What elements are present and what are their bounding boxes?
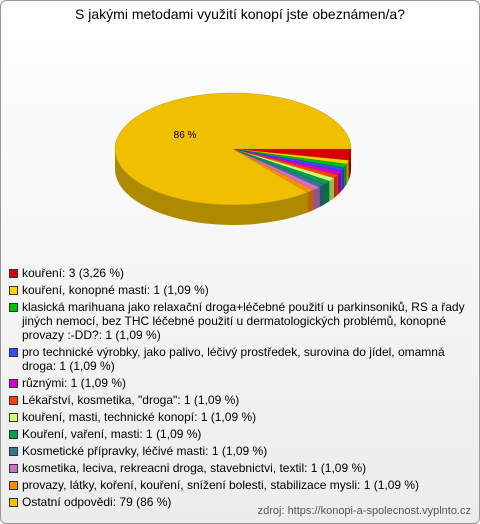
slice-side [344,164,347,188]
chart-title: S jakými metodami využití konopí jste ob… [75,6,405,22]
legend-item: klasická marihuana jako relaxační droga+… [9,300,471,342]
legend-swatch [9,303,18,312]
legend-swatch [9,498,18,507]
legend-item: kouření, konopné masti: 1 (1,09 %) [9,283,471,297]
slice-side [329,178,334,202]
legend-swatch [9,379,18,388]
legend-swatch [9,269,18,278]
legend-label: pro technické výrobky, jako palivo, léči… [22,345,445,373]
legend-label: Kouření, vaření, masti: 1 (1,09 %) [22,427,202,441]
slice-side [307,189,314,213]
legend-swatch [9,348,18,357]
slice-side [341,167,345,192]
slice-side [114,149,308,225]
legend-swatch [9,481,18,490]
legend-label: kosmetika, leciva, rekreacni droga, stav… [22,461,367,475]
legend-label: klasická marihuana jako relaxační droga+… [22,300,465,342]
slice-label: 86 % [174,130,197,141]
legend-item: Kouření, vaření, masti: 1 (1,09 %) [9,427,471,441]
legend-item: kouření: 3 (3,26 %) [9,266,471,280]
legend-item: Ostatní odpovědi: 79 (86 %) [9,495,471,509]
legend-label: provazy, látky, koření, kouření, snížení… [22,478,420,492]
slice-side [333,174,338,199]
legend-label: Ostatní odpovědi: 79 (86 %) [22,495,172,509]
legend-label: Lékařství, kosmetika, "droga": 1 (1,09 %… [22,393,240,407]
slice [114,92,352,206]
legend-swatch [9,464,18,473]
legend-item: různými: 1 (1,09 %) [9,376,471,390]
legend-swatch [9,430,18,439]
pie-area: S jakými metodami využití konopí jste ob… [75,6,405,225]
slice-side [337,171,342,195]
source: zdroj: https://konopi-a-spolecnost.vypln… [257,505,471,517]
legend: kouření: 3 (3,26 %) kouření, konopné mast… [9,266,471,512]
legend-label: různými: 1 (1,09 %) [22,376,127,390]
legend-item: Kosmetické přípravky, léčivé masti: 1 (1… [9,444,471,458]
legend-swatch [9,396,18,405]
legend-label: kouření, masti, technické konopí: 1 (1,0… [22,410,257,424]
legend-swatch [9,286,18,295]
legend-label: kouření, konopné masti: 1 (1,09 %) [22,283,209,297]
slice-side [346,160,349,185]
slice-side [324,181,330,205]
legend-item: kosmetika, leciva, rekreacni droga, stav… [9,461,471,475]
slice-side [313,187,320,210]
legend-label: kouření: 3 (3,26 %) [22,266,125,280]
legend-item: kouření, masti, technické konopí: 1 (1,0… [9,410,471,424]
legend-item: Lékařství, kosmetika, "droga": 1 (1,09 %… [9,393,471,407]
legend-item: pro technické výrobky, jako palivo, léči… [9,345,471,373]
legend-swatch [9,413,18,422]
slice-side [319,184,325,208]
legend-swatch [9,447,18,456]
legend-label: Kosmetické přípravky, léčivé masti: 1 (1… [22,444,268,458]
legend-item: provazy, látky, koření, kouření, snížení… [9,478,471,492]
slice-side [348,149,351,181]
